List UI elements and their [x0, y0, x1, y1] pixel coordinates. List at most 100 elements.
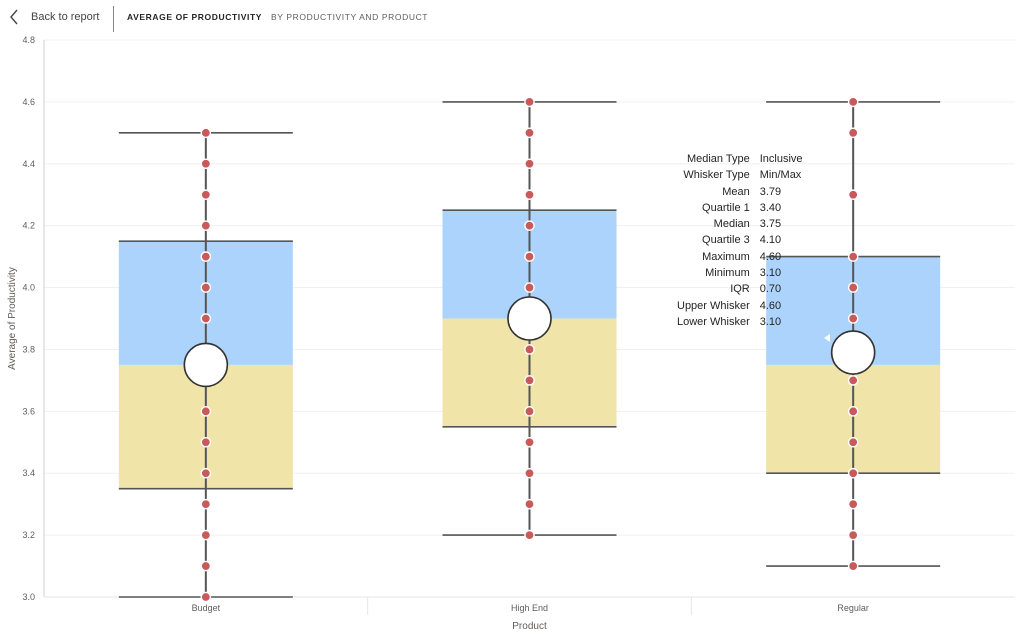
- back-to-report-button[interactable]: Back to report: [6, 6, 99, 28]
- data-point: [524, 344, 535, 355]
- tooltip-row: Whisker Type Min/Max: [677, 168, 803, 184]
- data-point: [847, 406, 859, 417]
- x-axis-title: Product: [512, 621, 547, 632]
- box-regular: [766, 96, 941, 572]
- tooltip-value: 3.40: [759, 201, 782, 214]
- x-tick-label: Regular: [837, 603, 869, 613]
- x-tick-label: High End: [511, 603, 548, 613]
- tooltip-row: IQR 0.70: [677, 282, 803, 298]
- y-tick-label: 4.2: [22, 221, 35, 231]
- data-point: [847, 251, 859, 262]
- data-point: [524, 220, 535, 231]
- y-tick-label: 3.0: [22, 592, 35, 602]
- data-point: [847, 127, 859, 139]
- data-point: [200, 498, 212, 510]
- data-point: [524, 436, 535, 448]
- data-point: [200, 220, 212, 231]
- tooltip-label: Median: [713, 218, 750, 231]
- data-point: [524, 529, 535, 541]
- visual-subtitle: BY PRODUCTIVITY AND PRODUCT: [271, 12, 429, 22]
- data-point: [524, 282, 535, 293]
- tooltip-label: IQR: [730, 283, 750, 296]
- tooltip-row: Median 3.75: [677, 217, 803, 233]
- data-point: [200, 282, 212, 293]
- data-point: [847, 96, 859, 108]
- y-tick-label: 3.6: [22, 406, 35, 416]
- data-point: [524, 375, 535, 386]
- data-point: [524, 498, 535, 510]
- tooltip-value: 3.10: [759, 315, 782, 328]
- data-point: [200, 406, 212, 417]
- data-point: [200, 529, 212, 541]
- tooltip-value: 4.10: [759, 234, 782, 247]
- tooltip-row: Maximum 4.60: [677, 250, 803, 266]
- tooltip-row: Quartile 1 3.40: [677, 201, 803, 217]
- data-point: [200, 591, 212, 603]
- data-point: [200, 158, 212, 170]
- tooltip-value: 3.75: [759, 218, 782, 231]
- data-point: [200, 189, 212, 201]
- box-high-end: [442, 96, 617, 541]
- tooltip-pointer: [824, 334, 830, 342]
- data-point: [524, 406, 535, 417]
- data-point: [524, 127, 535, 139]
- mean-marker: [183, 342, 229, 388]
- data-point: [524, 158, 535, 170]
- y-tick-label: 4.0: [22, 283, 35, 293]
- x-tick-label: Budget: [192, 603, 221, 613]
- tooltip-label: Whisker Type: [683, 169, 750, 182]
- tooltip-label: Upper Whisker: [677, 299, 750, 312]
- data-point: [200, 127, 212, 139]
- y-tick-label: 4.6: [22, 97, 35, 107]
- visual-title: AVERAGE OF PRODUCTIVITY: [127, 12, 263, 22]
- data-point: [847, 436, 859, 448]
- data-point: [847, 375, 859, 386]
- y-tick-label: 3.8: [22, 344, 35, 354]
- box-budget: [118, 127, 293, 603]
- data-point: [847, 560, 859, 572]
- tooltip-value: Inclusive: [759, 153, 803, 165]
- mean-marker: [507, 296, 552, 341]
- y-tick-label: 3.2: [22, 530, 35, 540]
- data-point: [847, 467, 859, 479]
- tooltip-label: Median Type: [686, 153, 750, 165]
- y-tick-label: 4.4: [22, 159, 35, 169]
- tooltip-row: Lower Whisker 3.10: [677, 315, 803, 331]
- tooltip-label: Minimum: [705, 267, 750, 280]
- tooltip-label: Quartile 3: [702, 234, 750, 247]
- tooltip-row: Mean 3.79: [677, 185, 803, 201]
- data-point: [847, 498, 859, 510]
- tooltip-label: Mean: [722, 185, 750, 198]
- header-bar: Back to report AVERAGE OF PRODUCTIVITY B…: [0, 0, 1024, 34]
- tooltip-value: Min/Max: [759, 169, 802, 182]
- mean-marker: [830, 330, 876, 375]
- data-point: [200, 251, 212, 262]
- data-point: [847, 529, 859, 541]
- tooltip-row: Minimum 3.10: [677, 266, 803, 282]
- data-point: [200, 313, 212, 324]
- data-point: [524, 251, 535, 262]
- tooltip-value: 3.10: [759, 267, 782, 280]
- data-point: [847, 282, 859, 293]
- data-point: [524, 96, 535, 108]
- tooltip-row: Median Type Inclusive: [677, 152, 803, 168]
- data-point: [847, 189, 859, 201]
- y-axis-title: Average of Productivity: [7, 267, 18, 370]
- header-divider: [113, 6, 114, 32]
- data-point: [524, 467, 535, 479]
- data-point: [200, 560, 212, 572]
- back-to-report-label: Back to report: [31, 11, 100, 23]
- tooltip-value: 4.60: [759, 250, 782, 263]
- data-point: [200, 467, 212, 479]
- data-point: [524, 189, 535, 201]
- tooltip-row: Upper Whisker 4.60: [677, 299, 803, 315]
- tooltip-label: Quartile 1: [702, 201, 750, 214]
- tooltip-value: 3.79: [759, 185, 782, 198]
- y-tick-label: 4.8: [22, 35, 35, 45]
- tooltip-label: Maximum: [702, 250, 750, 263]
- tooltip-value: 0.70: [759, 283, 782, 296]
- tooltip-row: Quartile 3 4.10: [677, 233, 803, 249]
- data-point: [847, 313, 859, 324]
- chevron-left-icon: [6, 6, 24, 28]
